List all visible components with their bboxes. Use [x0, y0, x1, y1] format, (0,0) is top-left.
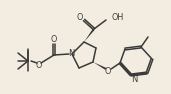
Text: O: O — [51, 34, 57, 44]
Text: O: O — [77, 14, 83, 22]
Polygon shape — [93, 62, 107, 70]
Text: O: O — [105, 66, 111, 75]
Text: OH: OH — [112, 14, 124, 22]
Text: N: N — [68, 50, 74, 58]
Text: N: N — [131, 75, 137, 85]
Text: O: O — [36, 61, 42, 69]
Polygon shape — [84, 28, 95, 42]
